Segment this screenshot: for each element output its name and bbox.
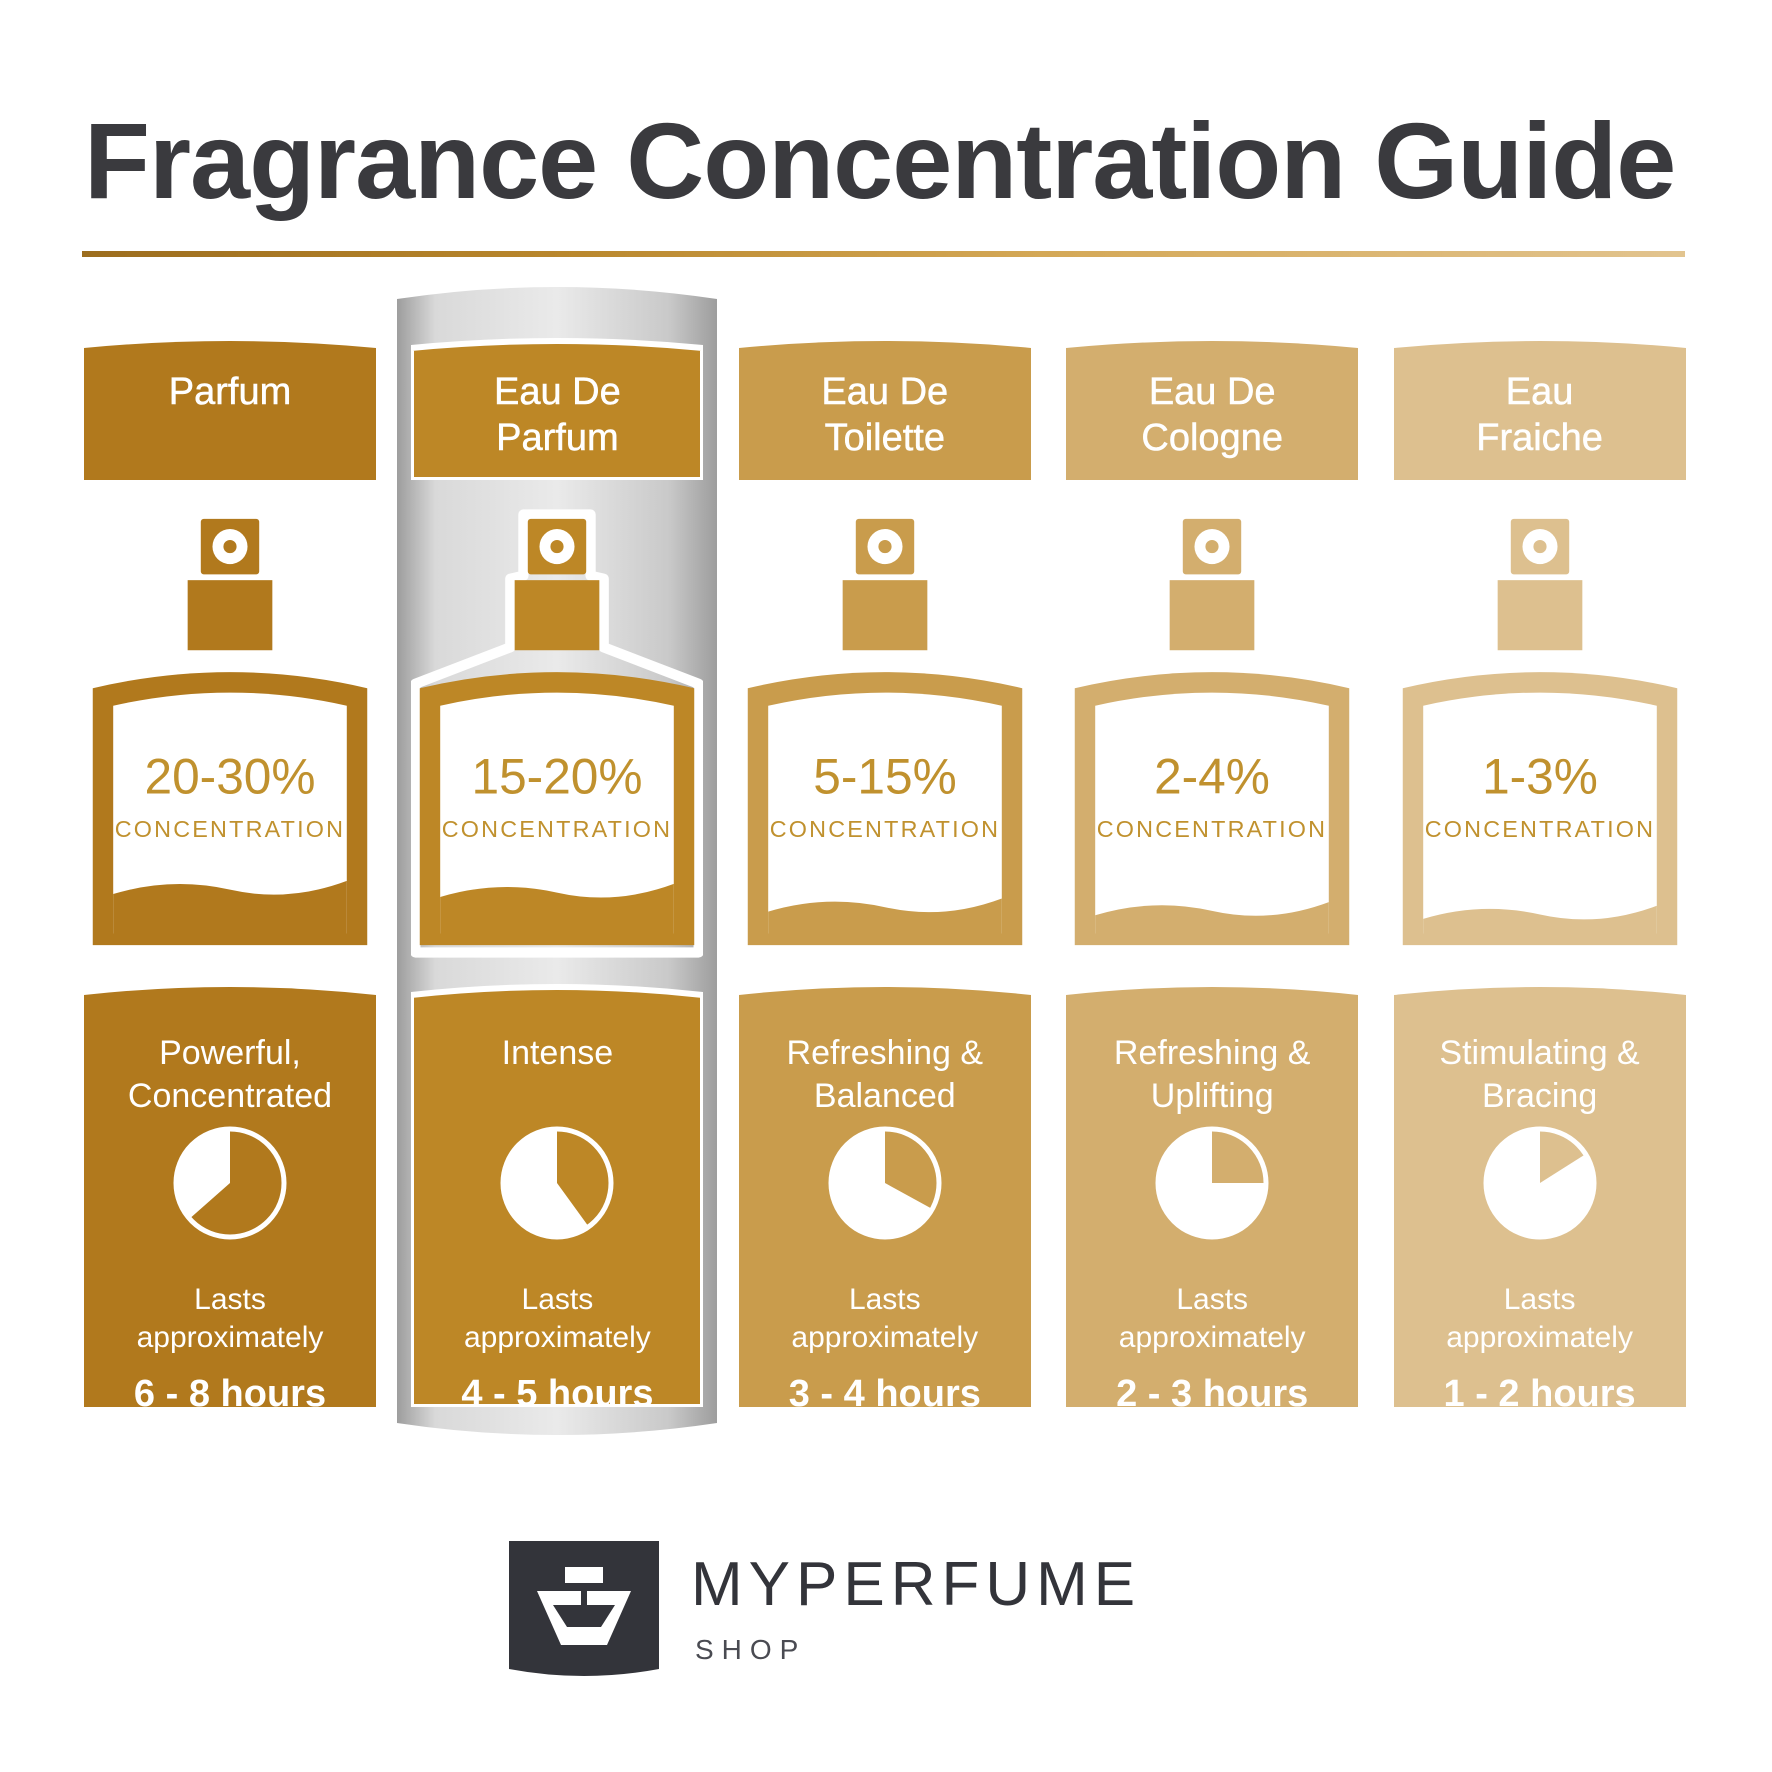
svg-text:CONCENTRATION: CONCENTRATION	[442, 816, 672, 842]
svg-text:CONCENTRATION: CONCENTRATION	[1097, 816, 1327, 842]
svg-text:CONCENTRATION: CONCENTRATION	[770, 816, 1000, 842]
svg-text:2-4%: 2-4%	[1154, 748, 1270, 804]
svg-text:20-30%: 20-30%	[144, 748, 315, 804]
svg-text:15-20%: 15-20%	[472, 748, 643, 804]
svg-text:CONCENTRATION: CONCENTRATION	[1424, 816, 1654, 842]
svg-text:1-3%: 1-3%	[1482, 748, 1598, 804]
svg-text:5-15%: 5-15%	[813, 748, 956, 804]
svg-text:CONCENTRATION: CONCENTRATION	[115, 816, 345, 842]
